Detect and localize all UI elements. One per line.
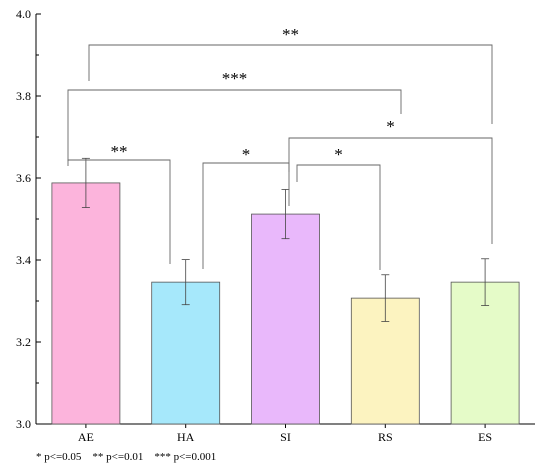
y-tick-label: 3.8 — [16, 89, 31, 103]
x-tick-label-si: SI — [280, 430, 291, 444]
significance-bracket-ha-si — [202, 162, 290, 269]
significance-bracket-si-rs — [296, 164, 381, 270]
bars — [51, 157, 520, 425]
significance-brackets: ** * ******* — [67, 25, 493, 270]
significance-bracket-ae-es — [88, 44, 493, 124]
y-tick-label: 3.4 — [16, 253, 31, 267]
significance-label: * — [386, 117, 395, 136]
bar-ha — [151, 281, 221, 425]
significance-label: * — [334, 145, 343, 164]
x-tick-label-ha: HA — [177, 430, 195, 444]
y-tick-label: 3.6 — [16, 171, 31, 185]
significance-bracket-si-es — [288, 137, 493, 244]
y-tick-label: 4.0 — [16, 7, 31, 21]
x-tick-label-ae: AE — [78, 430, 94, 444]
significance-label: ** — [282, 25, 299, 44]
significance-footnote: * p<=0.05 ** p<=0.01 *** p<=0.001 — [36, 451, 217, 463]
y-tick-label: 3.2 — [16, 335, 31, 349]
bar-ae — [51, 182, 121, 425]
significance-label: *** — [222, 69, 248, 88]
x-tick-label-rs: RS — [378, 430, 393, 444]
significance-bracket-ae-rs — [67, 89, 402, 161]
x-tick-label-es: ES — [478, 430, 492, 444]
y-tick-label: 3.0 — [16, 417, 31, 431]
significance-bracket-ae-ha — [67, 159, 171, 264]
significance-label: * — [242, 145, 251, 164]
bar-si — [251, 213, 320, 425]
significance-label: ** — [111, 142, 128, 161]
